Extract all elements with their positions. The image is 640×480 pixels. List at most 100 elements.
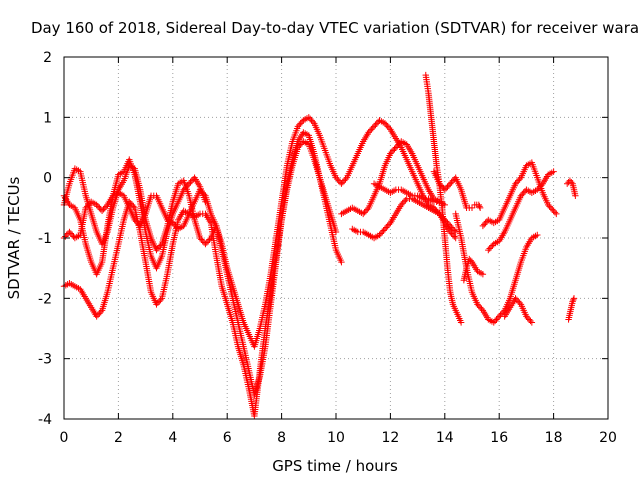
data-point-marker [63, 231, 70, 239]
data-point-marker [457, 319, 465, 326]
data-point-marker [339, 178, 346, 186]
data-point-marker [551, 209, 559, 216]
data-point-marker [94, 203, 102, 210]
data-point-marker [447, 228, 454, 236]
data-point-marker [86, 200, 94, 207]
data-point-marker [342, 175, 349, 183]
data-point-marker [154, 245, 162, 252]
data-point-marker [308, 117, 315, 124]
data-point-marker [525, 316, 533, 323]
data-point-marker [478, 305, 485, 313]
data-point-marker [157, 296, 164, 304]
data-point-marker [202, 198, 209, 205]
data-point-marker [388, 148, 395, 156]
data-point-marker [399, 200, 406, 207]
data-point-marker [82, 204, 89, 212]
data-point-marker [374, 118, 382, 126]
data-point-marker [332, 174, 340, 181]
data-point-marker [153, 301, 160, 308]
data-point-marker [383, 224, 390, 231]
data-point-marker [128, 201, 136, 209]
data-point-marker [381, 225, 389, 233]
x-tick-label: 6 [223, 430, 232, 446]
data-point-marker [131, 216, 138, 224]
data-point-marker [485, 246, 492, 254]
data-point-marker [512, 180, 519, 187]
x-tick-label: 16 [490, 430, 508, 446]
data-point-marker [93, 201, 100, 209]
data-point-marker [196, 234, 204, 242]
data-point-marker [449, 225, 457, 233]
data-point-marker [515, 177, 522, 184]
data-point-marker [338, 258, 345, 266]
data-point-marker [334, 175, 341, 183]
data-point-marker [523, 313, 530, 320]
data-point-marker [479, 222, 487, 230]
data-point-marker [569, 298, 576, 305]
data-point-marker [516, 299, 523, 307]
data-point-marker [172, 222, 179, 230]
data-point-marker [572, 192, 579, 199]
x-tick-label: 2 [114, 430, 123, 446]
x-tick-label: 10 [327, 430, 345, 446]
data-point-marker [534, 231, 541, 239]
data-point-marker [449, 231, 457, 239]
data-point-marker [441, 201, 448, 209]
x-tick-label: 4 [168, 430, 177, 446]
data-point-marker [483, 218, 491, 225]
x-tick-label: 14 [436, 430, 454, 446]
data-point-marker [474, 301, 481, 308]
data-point-marker [206, 236, 213, 243]
data-point-marker [361, 209, 368, 216]
data-point-marker [570, 296, 577, 304]
data-point-marker [392, 144, 400, 151]
data-point-marker [180, 186, 187, 193]
x-tick-label: 8 [277, 430, 286, 446]
data-point-marker [100, 206, 107, 213]
data-point-marker [185, 180, 193, 187]
data-point-marker [366, 127, 374, 135]
data-point-marker [98, 207, 106, 215]
data-point-marker [96, 310, 103, 317]
data-point-marker [335, 177, 342, 184]
data-point-marker [516, 175, 523, 183]
data-point-marker [379, 228, 386, 236]
data-point-marker [498, 310, 506, 317]
data-point-marker [66, 228, 73, 236]
data-point-marker [199, 237, 206, 245]
data-point-marker [332, 228, 340, 236]
data-point-marker [402, 197, 409, 204]
data-point-marker [85, 201, 92, 209]
data-point-marker [513, 296, 521, 304]
data-point-marker [544, 201, 552, 209]
data-point-marker [154, 299, 162, 307]
y-axis-label: SDTVAR / TECUs [5, 176, 23, 299]
data-point-marker [482, 219, 489, 227]
x-tick-label: 12 [381, 430, 399, 446]
data-point-marker [496, 313, 503, 320]
data-point-marker [376, 231, 383, 239]
data-point-marker [538, 182, 545, 189]
data-point-marker [442, 185, 450, 192]
data-point-marker [340, 177, 348, 184]
data-point-marker [466, 255, 473, 263]
data-point-marker [515, 298, 522, 305]
data-point-marker [203, 239, 210, 246]
chart-title: Day 160 of 2018, Sidereal Day-to-day VTE… [31, 19, 639, 37]
data-point-marker [97, 308, 104, 316]
data-point-marker [309, 118, 317, 126]
data-point-marker [296, 142, 303, 150]
data-point-marker [83, 203, 91, 210]
y-tick-label: -2 [38, 291, 52, 307]
data-point-marker [536, 183, 544, 190]
data-point-marker [448, 230, 455, 237]
data-point-marker [493, 316, 500, 323]
data-point-marker [338, 180, 345, 187]
data-point-marker [360, 210, 367, 218]
data-point-marker [391, 145, 398, 153]
data-point-marker [373, 120, 380, 127]
data-point-marker [181, 185, 189, 192]
data-point-marker [491, 317, 499, 325]
data-point-marker [441, 186, 448, 193]
data-point-marker [394, 142, 401, 150]
